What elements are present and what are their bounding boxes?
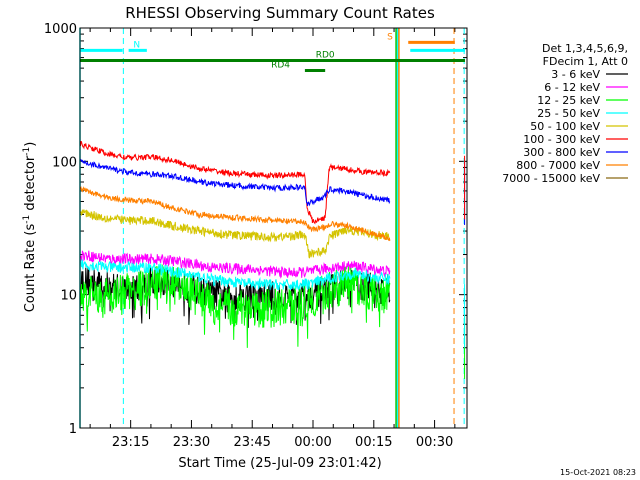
flag-label: N <box>133 40 140 50</box>
legend-label: 100 - 300 keV <box>523 133 600 146</box>
x-tick-label: 23:30 <box>173 435 210 450</box>
series-line <box>79 209 391 259</box>
x-tick-label: 23:15 <box>112 435 149 450</box>
timestamp: 15-Oct-2021 08:23 <box>560 468 636 477</box>
series-line <box>79 141 391 225</box>
y-tick-label: 100 <box>52 155 77 170</box>
y-tick-label: 1000 <box>44 22 77 37</box>
x-tick-label: 00:30 <box>416 435 453 450</box>
plot-frame <box>79 27 468 429</box>
series-line <box>79 250 391 279</box>
y-axis-label-mid: detector <box>23 155 38 215</box>
legend-label: 800 - 7000 keV <box>516 159 600 172</box>
y-axis-label-sup2: -1 <box>22 147 32 156</box>
series-line <box>79 263 391 348</box>
y-axis-label-main: Count Rate (s <box>23 224 38 313</box>
y-axis-label: Count Rate (s-1 detector-1) <box>22 142 38 313</box>
series-line <box>79 158 391 207</box>
plot-area: N S RD0 RD4 <box>79 27 467 429</box>
legend-label: 50 - 100 keV <box>530 120 600 133</box>
legend-label: 6 - 12 keV <box>544 81 600 94</box>
legend-label: 12 - 25 keV <box>537 94 600 107</box>
flag-label: S <box>387 32 393 42</box>
x-tick-label: 23:45 <box>233 435 270 450</box>
legend-label: 25 - 50 keV <box>537 107 600 120</box>
green-bar-label: RD0 <box>316 51 335 61</box>
chart-title: RHESSI Observing Summary Count Rates <box>125 4 435 22</box>
x-tick-label: 00:15 <box>355 435 392 450</box>
series-line <box>79 259 391 291</box>
y-tick-label: 1 <box>69 422 77 437</box>
legend-label: 300 - 800 keV <box>523 146 600 159</box>
x-tick-label: 00:00 <box>294 435 331 450</box>
y-axis-label-sup1: -1 <box>22 215 32 224</box>
legend: Det 1,3,4,5,6,9, FDecim 1, Att 0 3 - 6 k… <box>502 42 628 185</box>
y-axis-label-end: ) <box>23 142 38 147</box>
y-tick-label: 10 <box>60 289 77 304</box>
legend-label: 3 - 6 keV <box>551 68 600 81</box>
series-line <box>79 186 391 242</box>
legend-header-line2: FDecim 1, Att 0 <box>543 55 628 68</box>
legend-label: 7000 - 15000 keV <box>502 172 600 185</box>
legend-header-line1: Det 1,3,4,5,6,9, <box>542 42 628 55</box>
x-axis-label: Start Time (25-Jul-09 23:01:42) <box>178 456 381 471</box>
green-bar-label: RD4 <box>271 61 290 71</box>
